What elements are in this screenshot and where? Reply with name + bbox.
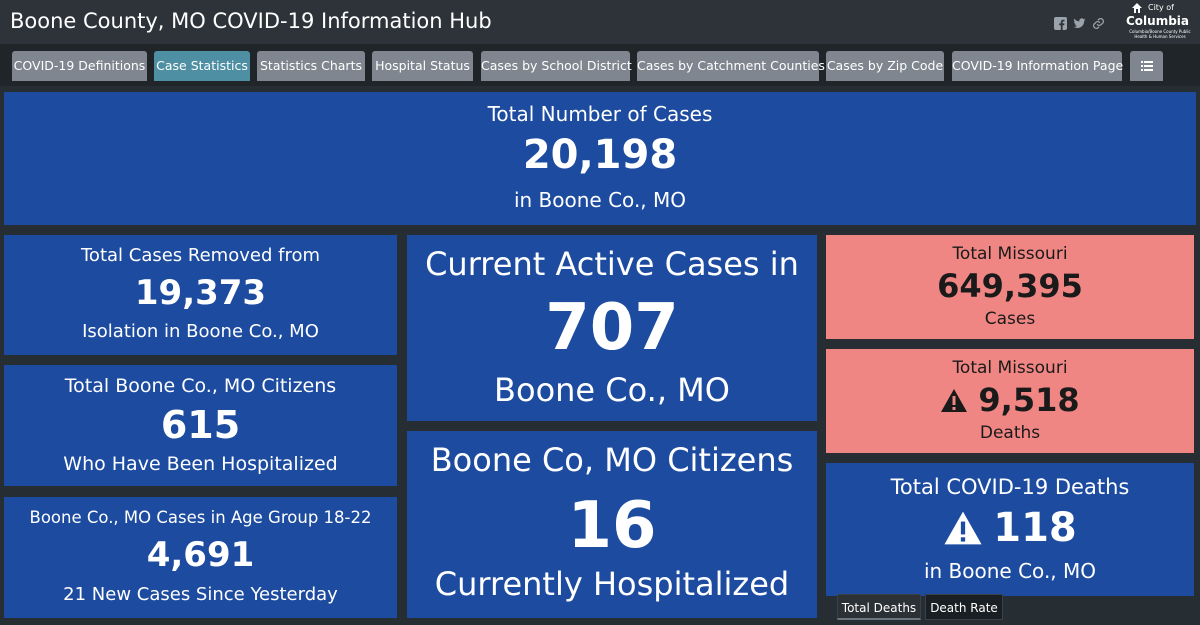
card-missouri-cases: Total Missouri 649,395 Cases xyxy=(826,235,1194,339)
card-subtitle: Currently Hospitalized xyxy=(434,565,790,603)
card-active-cases: Current Active Cases in 707 Boone Co., M… xyxy=(407,235,817,421)
card-total-hospitalized: Total Boone Co., MO Citizens 615 Who Hav… xyxy=(4,365,397,486)
tab-hospital-status[interactable]: Hospital Status xyxy=(372,51,473,81)
card-value: 4,691 xyxy=(146,535,255,575)
card-title: Total COVID-19 Deaths xyxy=(890,475,1130,499)
tab-cases-by-zip-code[interactable]: Cases by Zip Code xyxy=(826,51,944,81)
card-subtitle: Isolation in Boone Co., MO xyxy=(82,321,319,342)
card-value: 118 xyxy=(993,505,1077,551)
list-menu-icon xyxy=(1140,61,1153,71)
card-subtitle: Cases xyxy=(984,309,1036,329)
social-links xyxy=(1054,15,1105,30)
city-logo: City of Columbia Columbia/Boone County P… xyxy=(1126,3,1191,39)
card-title: Total Missouri xyxy=(952,244,1068,264)
tab-cases-by-school-district[interactable]: Cases by School District xyxy=(481,51,632,81)
warning-icon xyxy=(944,511,982,545)
tab-covid-19-definitions[interactable]: COVID-19 Definitions xyxy=(12,51,147,81)
card-title: Boone Co, MO Citizens xyxy=(430,441,794,479)
card-cases-removed: Total Cases Removed from 19,373 Isolatio… xyxy=(4,235,397,355)
app-header: Boone County, MO COVID-19 Information Hu… xyxy=(0,0,1200,44)
card-title: Total Cases Removed from xyxy=(81,245,320,266)
card-subtitle: in Boone Co., MO xyxy=(513,188,687,212)
card-subtitle: 21 New Cases Since Yesterday xyxy=(63,584,338,605)
card-subtitle: Boone Co., MO xyxy=(494,371,730,409)
tab-covid-19-information-page[interactable]: COVID-19 Information Page xyxy=(952,51,1123,81)
link-icon[interactable] xyxy=(1092,15,1105,29)
tab-cases-by-catchment-counties[interactable]: Cases by Catchment Counties xyxy=(637,51,825,81)
card-subtitle: Deaths xyxy=(979,423,1041,443)
twitter-icon[interactable] xyxy=(1073,15,1086,28)
card-value: 19,373 xyxy=(134,273,267,313)
city-seal-icon xyxy=(1132,3,1142,13)
facebook-icon[interactable] xyxy=(1054,15,1067,30)
card-value: 20,198 xyxy=(522,132,678,178)
card-subtitle: Who Have Been Hospitalized xyxy=(63,453,338,475)
card-title: Total Boone Co., MO Citizens xyxy=(64,375,337,397)
tab-death-rate[interactable]: Death Rate xyxy=(925,594,1003,620)
card-missouri-deaths: Total Missouri 9,518 Deaths xyxy=(826,349,1194,453)
tab-case-statistics[interactable]: Case Statistics xyxy=(154,51,250,81)
card-value: 615 xyxy=(160,403,241,447)
card-value: 9,518 xyxy=(978,381,1080,419)
card-value: 16 xyxy=(567,489,657,563)
card-title: Current Active Cases in xyxy=(425,245,799,283)
tab-bar: COVID-19 Definitions Case Statistics Sta… xyxy=(0,44,1200,86)
app-title: Boone County, MO COVID-19 Information Hu… xyxy=(10,9,492,33)
tab-menu-list[interactable] xyxy=(1130,51,1163,81)
warning-icon xyxy=(941,388,968,412)
card-currently-hospitalized: Boone Co, MO Citizens 16 Currently Hospi… xyxy=(407,431,817,618)
tab-statistics-charts[interactable]: Statistics Charts xyxy=(257,51,365,81)
card-age-group: Boone Co., MO Cases in Age Group 18-22 4… xyxy=(4,497,397,618)
card-value: 707 xyxy=(545,291,679,365)
tab-total-deaths[interactable]: Total Deaths xyxy=(837,594,921,620)
card-total-cases: Total Number of Cases 20,198 in Boone Co… xyxy=(4,92,1196,225)
card-title: Boone Co., MO Cases in Age Group 18-22 xyxy=(29,508,372,527)
card-title: Total Number of Cases xyxy=(487,102,713,126)
card-subtitle: in Boone Co., MO xyxy=(923,559,1097,583)
card-boone-deaths: Total COVID-19 Deaths 118 in Boone Co., … xyxy=(826,463,1194,596)
card-title: Total Missouri xyxy=(952,358,1068,378)
card-value: 649,395 xyxy=(937,267,1083,305)
